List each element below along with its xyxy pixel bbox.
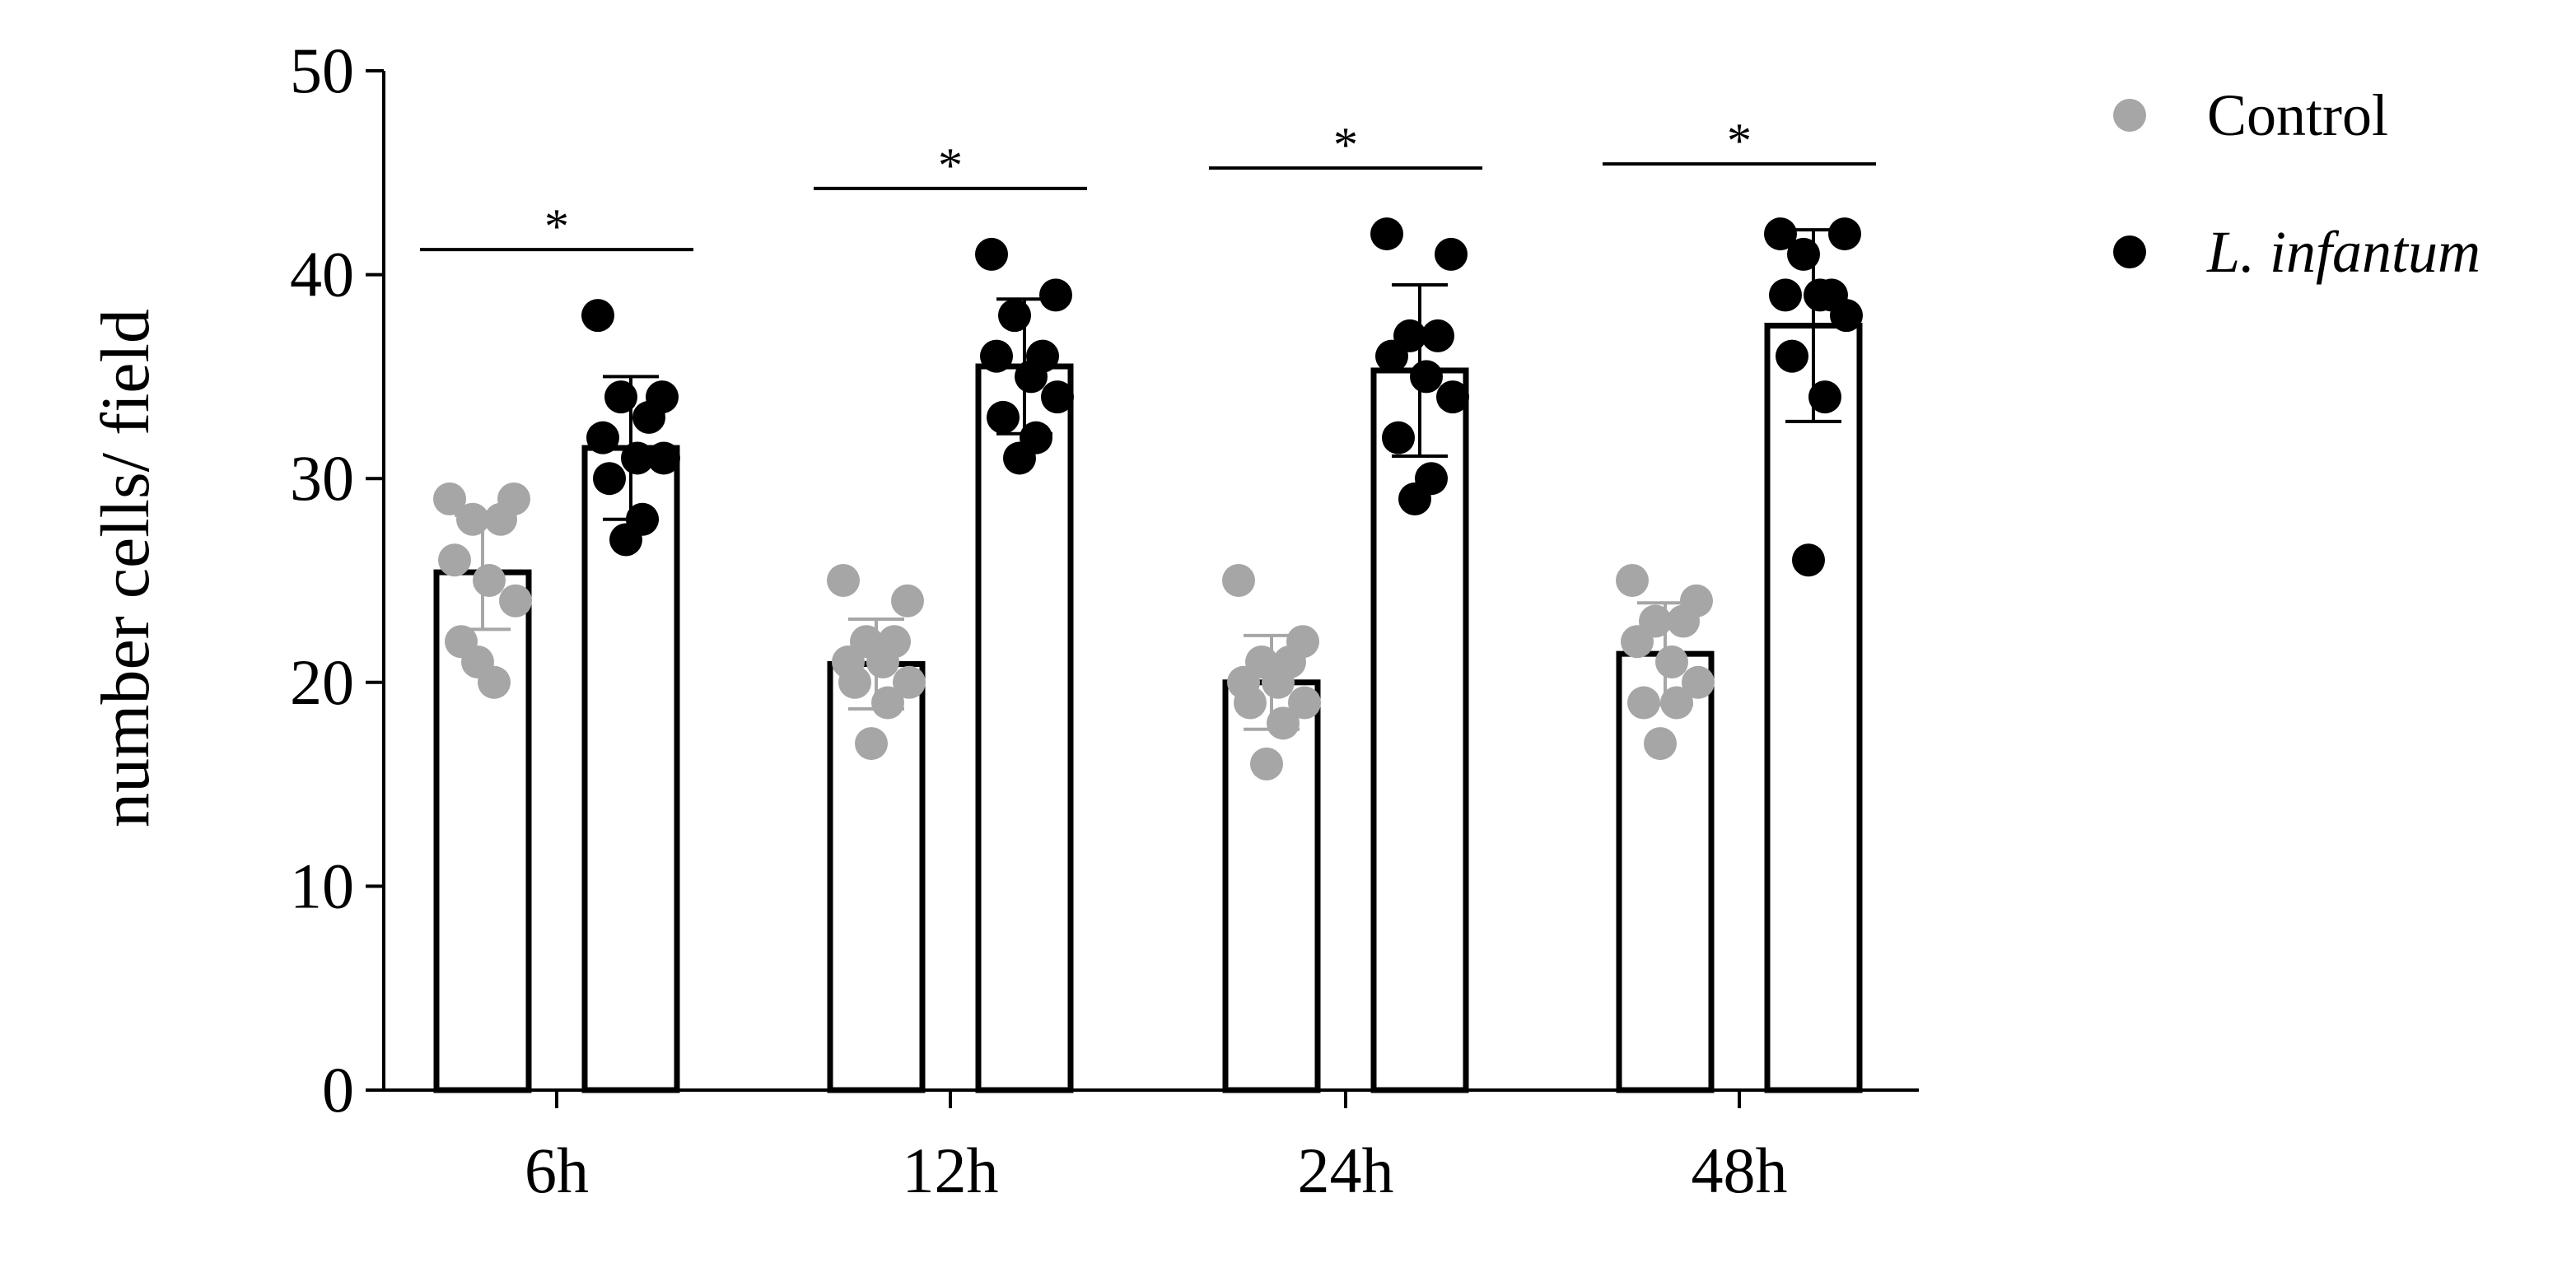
data-point	[980, 339, 1013, 373]
data-point	[1804, 278, 1836, 312]
data-point	[647, 441, 680, 475]
data-point	[1234, 686, 1267, 720]
significance-star: *	[1727, 114, 1752, 168]
data-point	[1660, 686, 1693, 720]
data-point	[1616, 564, 1649, 597]
data-point	[609, 523, 642, 557]
data-point	[893, 665, 926, 699]
data-point	[1288, 686, 1321, 720]
data-point	[581, 299, 614, 333]
data-point	[871, 686, 904, 720]
significance-star: *	[544, 199, 569, 254]
data-point	[1421, 319, 1454, 352]
bar	[1616, 650, 1715, 1093]
data-point	[1410, 360, 1443, 394]
data-point	[438, 543, 471, 577]
data-point	[1267, 706, 1300, 740]
data-point	[621, 441, 654, 475]
bar	[975, 363, 1074, 1093]
x-tick-label: 48h	[1692, 1135, 1788, 1206]
data-point	[1250, 747, 1283, 781]
legend-marker	[2113, 235, 2146, 268]
y-tick-label: 40	[290, 239, 354, 310]
x-tick-label: 6h	[525, 1135, 589, 1206]
data-point	[855, 727, 888, 761]
data-point	[1015, 360, 1048, 394]
data-point	[1769, 278, 1802, 312]
data-point	[1627, 686, 1660, 720]
data-point	[998, 299, 1031, 333]
y-tick-label: 30	[290, 442, 354, 514]
data-point	[1262, 665, 1295, 699]
data-point	[499, 584, 532, 618]
data-point	[1621, 625, 1654, 659]
data-point	[891, 584, 924, 618]
legend-marker	[2113, 99, 2146, 132]
data-point	[1003, 441, 1036, 475]
y-axis-title: number cells/ field	[87, 309, 164, 827]
data-point	[1830, 299, 1863, 333]
data-point	[1222, 564, 1255, 597]
data-point	[604, 380, 637, 414]
data-point	[1792, 543, 1825, 577]
y-tick-label: 10	[290, 850, 354, 921]
data-point	[827, 564, 860, 597]
data-point	[484, 502, 517, 536]
x-tick-label: 24h	[1298, 1135, 1394, 1206]
data-point	[1808, 380, 1841, 414]
significance-star: *	[1333, 118, 1358, 172]
data-point	[975, 237, 1008, 271]
legend-label: L. infantum	[2206, 219, 2480, 285]
data-point	[473, 564, 506, 597]
bar	[1764, 323, 1863, 1093]
data-point	[586, 421, 619, 454]
x-tick-label: 12h	[903, 1135, 999, 1206]
data-point	[1041, 380, 1074, 414]
data-point	[987, 400, 1020, 434]
data-point	[1764, 217, 1797, 251]
data-point	[1682, 665, 1715, 699]
data-point	[461, 645, 494, 679]
data-point	[1382, 421, 1415, 454]
data-point	[456, 502, 489, 536]
data-point	[866, 645, 899, 679]
bar	[1222, 679, 1321, 1093]
y-tick-label: 20	[290, 646, 354, 718]
data-point	[1667, 604, 1700, 638]
significance-star: *	[938, 138, 963, 193]
data-point	[1039, 278, 1072, 312]
data-point	[1435, 237, 1468, 271]
data-point	[1655, 645, 1688, 679]
data-point	[1776, 339, 1808, 373]
data-point	[1787, 237, 1820, 271]
data-point	[593, 462, 626, 496]
data-point	[1370, 217, 1403, 251]
legend: Control L. infantum	[2113, 82, 2480, 285]
y-tick-label: 50	[290, 35, 354, 106]
data-point	[1436, 380, 1469, 414]
data-point	[838, 665, 871, 699]
data-point	[1644, 727, 1677, 761]
legend-label: Control	[2207, 82, 2388, 148]
data-point	[632, 400, 665, 434]
data-point	[1398, 482, 1431, 515]
data-point	[1375, 339, 1408, 373]
data-point	[433, 482, 466, 515]
y-tick-label: 0	[322, 1054, 354, 1126]
data-point	[1828, 217, 1861, 251]
